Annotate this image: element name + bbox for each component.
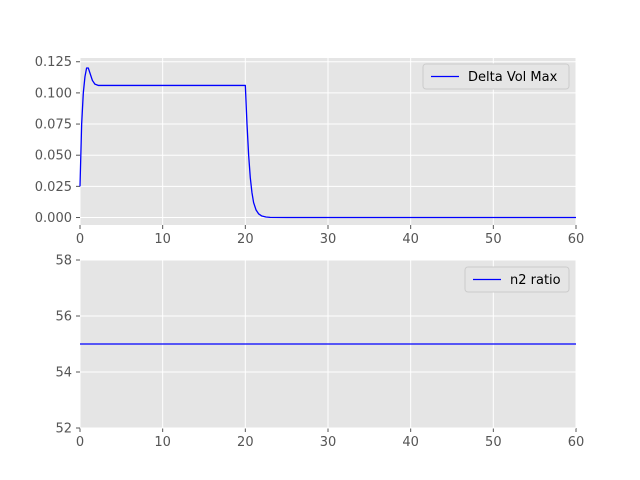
x-tick-label: 10: [154, 232, 171, 247]
x-tick-label: 30: [320, 435, 337, 450]
y-tick-label: 0.025: [35, 180, 72, 195]
x-tick-label: 50: [485, 435, 502, 450]
x-tick-label: 0: [76, 232, 84, 247]
legend-box: [464, 266, 570, 293]
x-tick-label: 0: [76, 435, 84, 450]
x-tick-label: 40: [402, 435, 419, 450]
x-tick-label: 30: [320, 232, 337, 247]
x-tick-label: 60: [568, 435, 585, 450]
y-tick-label: 0.000: [35, 211, 72, 226]
y-tick-label: 54: [55, 366, 72, 381]
x-tick-label: 40: [402, 232, 419, 247]
top-chart-panel: 0 10 20 30 40 50 60 0.000 0.025 0.050 0.075 0.100 0.…: [35, 55, 584, 247]
x-tick-label: 20: [237, 435, 254, 450]
series-line: [79, 67, 576, 219]
x-tick-label: 50: [485, 232, 502, 247]
y-tick-label: 0.125: [35, 55, 72, 70]
x-tick-label: 20: [237, 232, 254, 247]
legend: n2 ratio: [464, 266, 570, 293]
legend-box: [422, 63, 570, 90]
legend: Delta Vol Max: [422, 63, 570, 90]
x-tick-label: 10: [154, 435, 171, 450]
bottom-chart-panel: 0 10 20 30 40 50 60 52 54 56 58 n2 ratio: [55, 254, 584, 451]
legend-label: n2 ratio: [510, 273, 561, 288]
y-tick-label: 0.100: [35, 86, 72, 101]
y-tick-label: 0.075: [35, 118, 72, 133]
x-tick-label: 60: [568, 232, 585, 247]
legend-label: Delta Vol Max: [468, 70, 558, 85]
y-tick-label: 58: [55, 254, 72, 269]
y-tick-label: 52: [55, 422, 72, 437]
y-tick-label: 56: [55, 310, 72, 325]
y-tick-label: 0.050: [35, 149, 72, 164]
